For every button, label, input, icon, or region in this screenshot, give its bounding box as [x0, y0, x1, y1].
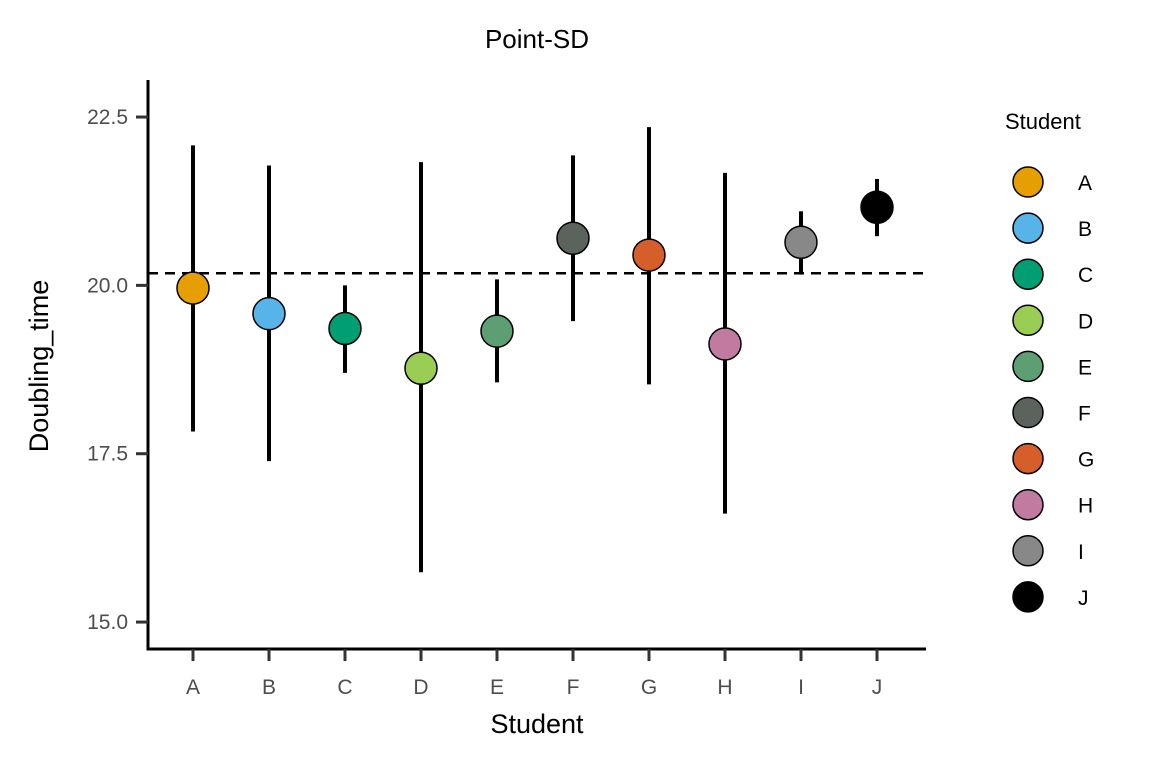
x-tick-label: B: [262, 676, 276, 699]
chart-title: Point-SD: [485, 24, 589, 54]
x-tick-label: J: [872, 676, 883, 699]
x-tick-label: H: [717, 676, 732, 699]
legend-key: [1012, 350, 1044, 383]
mean-point: [860, 190, 894, 225]
legend-label: C: [1078, 264, 1093, 287]
legend-key: [1012, 258, 1044, 290]
legend-label: E: [1078, 356, 1092, 379]
legend-label: A: [1078, 172, 1092, 195]
mean-point: [252, 296, 286, 331]
legend-label: J: [1078, 587, 1089, 610]
plot-area: 15.0 17.5 20.0 22.5 A B C D E F G H I J: [87, 80, 926, 699]
legend-label: F: [1078, 403, 1091, 426]
mean-point: [480, 314, 514, 348]
legend-key: [1012, 442, 1044, 475]
x-tick-label: F: [567, 676, 580, 699]
y-tick-label: 22.5: [87, 106, 128, 129]
legend-key: [1012, 212, 1044, 244]
mean-point: [404, 351, 438, 385]
x-tick-label: I: [798, 676, 804, 699]
mean-point: [176, 271, 210, 305]
legend-label: H: [1078, 495, 1093, 518]
x-tick-label: G: [641, 676, 657, 699]
x-tick-label: E: [490, 676, 504, 699]
legend-title: Student: [1005, 109, 1081, 134]
mean-point: [556, 221, 590, 255]
x-axis-title: Student: [490, 709, 584, 739]
x-tick-label: C: [337, 676, 352, 699]
legend-key: [1012, 304, 1044, 337]
legend-key: [1012, 396, 1044, 429]
legend-label: G: [1078, 449, 1094, 472]
x-tick-label: D: [413, 676, 428, 699]
mean-point: [328, 311, 362, 346]
legend-key: [1012, 535, 1044, 567]
x-tick-label: A: [186, 676, 200, 699]
legend-label: B: [1078, 218, 1092, 241]
legend-label: I: [1078, 541, 1084, 564]
y-tick-label: 15.0: [87, 611, 128, 634]
legend-key: [1012, 488, 1044, 521]
y-axis-title: Doubling_time: [24, 280, 54, 453]
y-tick-label: 20.0: [87, 274, 128, 297]
mean-point: [708, 327, 742, 361]
y-tick-label: 17.5: [87, 443, 128, 466]
legend-key: [1012, 166, 1044, 198]
legend-label: D: [1078, 310, 1093, 333]
legend-key: [1012, 581, 1044, 613]
mean-point: [632, 238, 666, 272]
mean-point: [784, 225, 818, 260]
